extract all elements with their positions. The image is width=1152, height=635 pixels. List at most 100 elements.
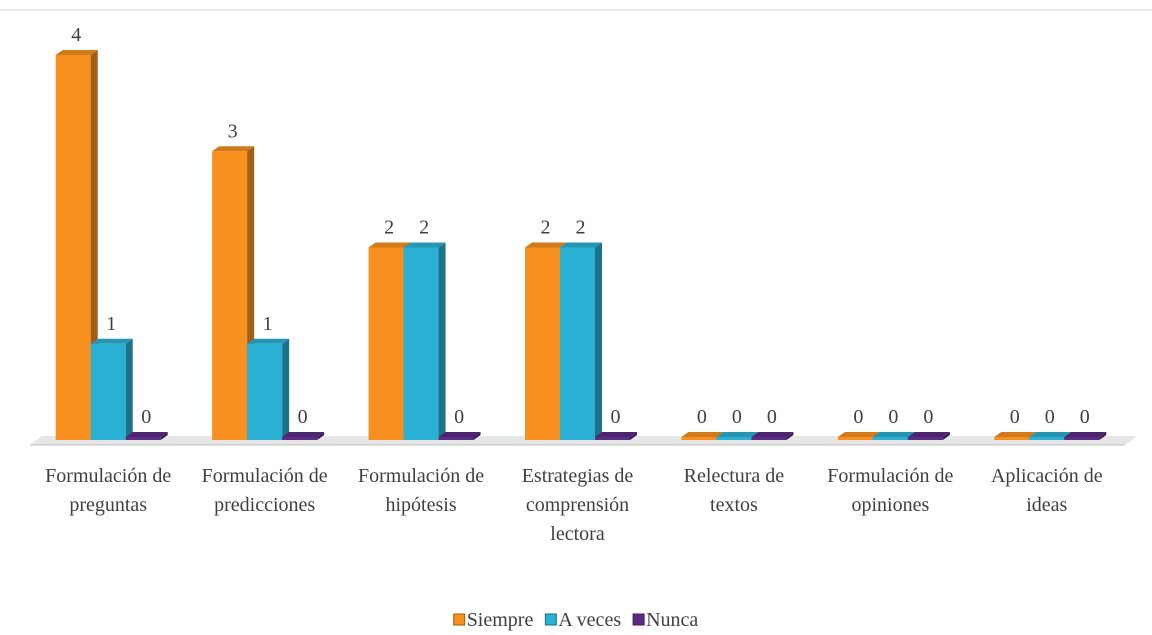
bar-front [907, 437, 943, 440]
x-tick-label: Formulación de opiniones [827, 465, 954, 516]
bar-top [403, 242, 446, 248]
bar-top [994, 432, 1037, 437]
bar-top [212, 146, 255, 152]
data-label: 0 [1010, 406, 1020, 428]
data-label: 0 [1045, 406, 1055, 428]
legend-swatch [453, 613, 466, 626]
bar-front [872, 437, 908, 440]
bar-side [473, 432, 481, 440]
data-label: 0 [923, 406, 933, 428]
data-label: 0 [1080, 406, 1090, 428]
bar-front [681, 437, 717, 440]
bar-top [907, 432, 950, 437]
bar-front [595, 437, 630, 440]
x-tick-label: Estrategias de comprensión lectora [521, 465, 634, 545]
bar-top [595, 432, 637, 437]
x-tick-label: Formulación de preguntas [45, 465, 172, 516]
bar [438, 432, 481, 440]
bar [595, 432, 637, 440]
bar-front [716, 437, 752, 440]
data-label: 0 [298, 406, 308, 428]
legend-label: Siempre [467, 609, 534, 631]
bar-top [716, 432, 759, 437]
bar [751, 432, 794, 440]
legend: Siempre A veces Nunca [453, 609, 698, 631]
data-label: 0 [697, 406, 707, 428]
x-tick-label: Formulación de hipótesis [358, 465, 485, 516]
data-label: 0 [888, 406, 898, 428]
x-tick-label: Formulación de predicciones [201, 465, 328, 516]
bar-top [55, 50, 98, 55]
data-label: 0 [767, 406, 777, 428]
bar-front [247, 343, 283, 440]
data-label: 0 [853, 406, 863, 428]
bar-side [438, 242, 446, 440]
bar [125, 432, 168, 440]
bar-top [751, 432, 794, 437]
data-label: 0 [732, 406, 742, 428]
bar [907, 432, 950, 440]
x-tick-label: Relectura de textos [683, 465, 785, 516]
bar-top [90, 338, 133, 344]
bar-side [942, 432, 950, 440]
bar-top [681, 432, 724, 437]
bar-front [212, 151, 248, 440]
bar-top [872, 432, 915, 437]
bar-top [1064, 432, 1107, 437]
bar-front [1029, 437, 1065, 440]
bar-front [125, 437, 161, 440]
x-tick-label: Aplicación de ideas [990, 465, 1103, 516]
bar-top [438, 432, 481, 437]
data-label: 3 [228, 120, 238, 142]
bar-front [403, 247, 439, 440]
bar [55, 50, 98, 440]
data-label: 0 [454, 406, 464, 428]
bar [1064, 432, 1107, 440]
data-label: 2 [384, 217, 394, 239]
bar-side [595, 242, 602, 440]
bar-front [90, 343, 126, 440]
bar-top [525, 242, 567, 248]
legend-label: Nunca [646, 609, 698, 631]
bar-front [560, 247, 595, 440]
bar-front [368, 247, 404, 440]
bar [560, 242, 602, 440]
bar-side [786, 432, 794, 440]
bar-front [525, 247, 560, 440]
bar-top [247, 338, 290, 344]
data-label: 1 [263, 313, 273, 335]
bar [403, 242, 446, 440]
data-label: 0 [141, 406, 151, 428]
bar-side [160, 432, 168, 440]
bar-top [837, 432, 880, 437]
legend-swatch [544, 613, 557, 626]
legend-item: A veces [544, 609, 621, 631]
bar-top [125, 432, 168, 437]
data-label: 0 [611, 406, 621, 428]
bar-side [125, 338, 133, 440]
legend-item: Siempre [453, 609, 534, 631]
bar-front [837, 437, 873, 440]
legend-swatch [632, 613, 645, 626]
bar-front [751, 437, 787, 440]
bar [282, 432, 325, 440]
data-label: 2 [541, 217, 551, 239]
data-label: 2 [419, 217, 429, 239]
bar-side [282, 338, 290, 440]
bar-top [282, 432, 325, 437]
bar-front [438, 437, 474, 440]
bar-front [1064, 437, 1100, 440]
bar-top [560, 242, 602, 248]
bar-front [282, 437, 318, 440]
data-label: 1 [106, 313, 116, 335]
bar-top [1029, 432, 1072, 437]
bar-side [317, 432, 325, 440]
legend-label: A veces [558, 609, 621, 631]
bar [247, 338, 290, 440]
bar-top [368, 242, 411, 248]
data-label: 2 [576, 217, 586, 239]
bar-side [630, 432, 637, 440]
bar-front [994, 437, 1030, 440]
